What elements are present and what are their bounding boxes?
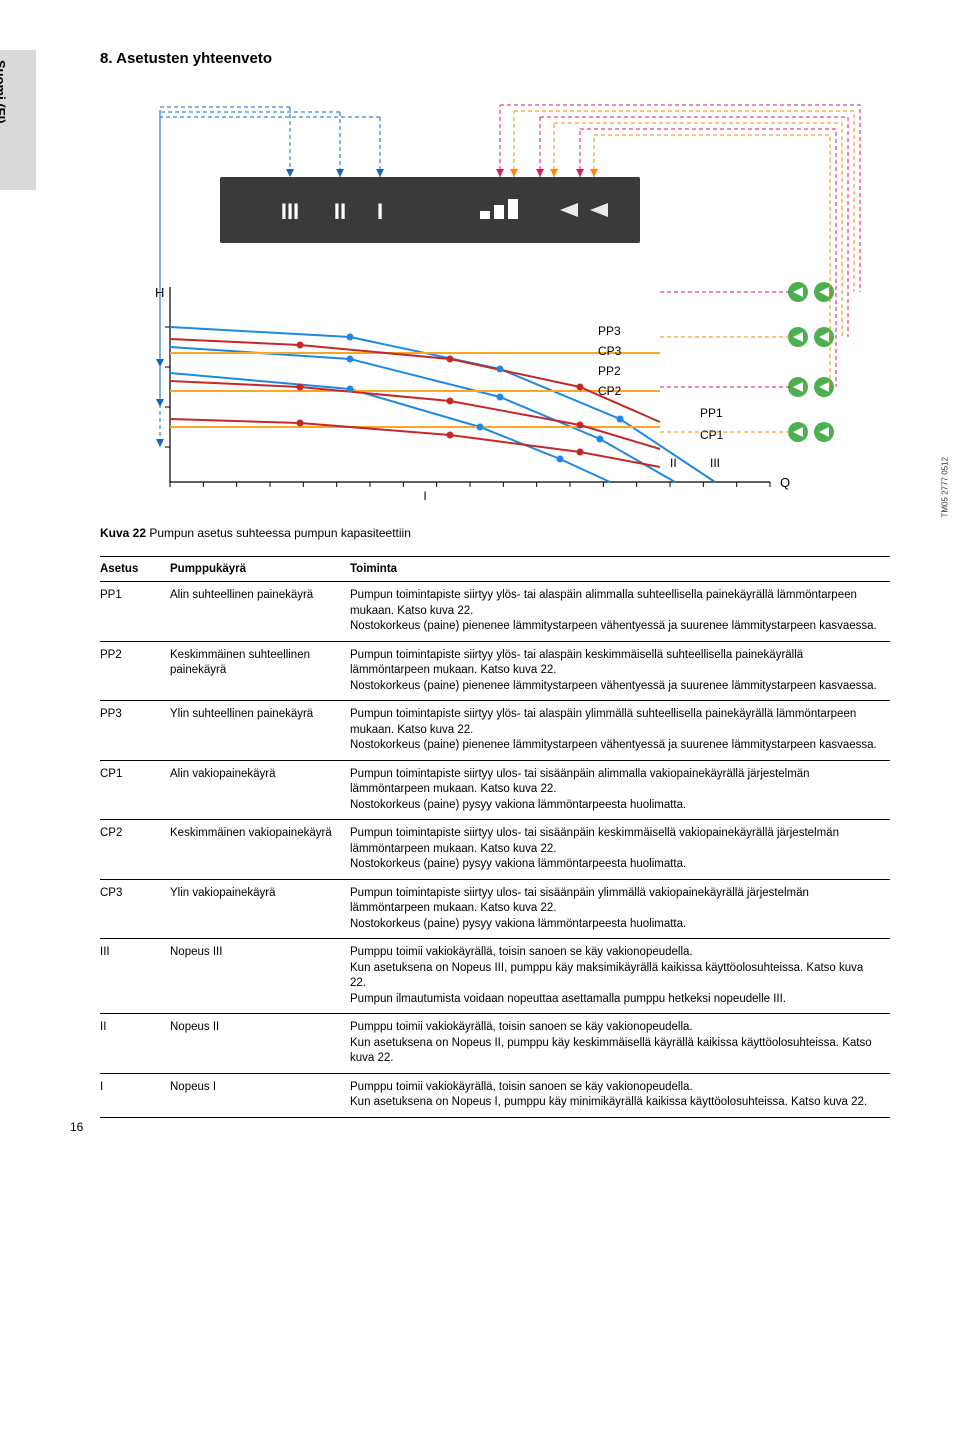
page-number: 16 [70,1120,83,1134]
figure-caption: Kuva 22 Pumpun asetus suhteessa pumpun k… [100,526,890,540]
table-row: IINopeus IIPumppu toimii vakiokäyrällä, … [100,1014,890,1074]
col-header-desc: Toiminta [350,557,890,582]
figure-caption-prefix: Kuva 22 [100,526,146,540]
svg-text:CP2: CP2 [598,384,622,398]
section-title: 8. Asetusten yhteenveto [100,50,890,67]
svg-text:CP1: CP1 [700,428,724,442]
svg-text:III: III [710,456,720,470]
cell-desc: Pumpun toimintapiste siirtyy ulos- tai s… [350,820,890,880]
cell-curve: Keskimmäinen vakiopainekäyrä [170,820,350,880]
col-header-curve: Pumppukäyrä [170,557,350,582]
image-code: TM05 2777 0512 [940,457,949,518]
settings-table: Asetus Pumppukäyrä Toiminta PP1Alin suht… [100,556,890,1118]
svg-text:I: I [423,489,426,503]
table-row: CP3Ylin vakiopainekäyräPumpun toimintapi… [100,879,890,939]
svg-text:PP1: PP1 [700,406,723,420]
col-header-setting: Asetus [100,557,170,582]
cell-desc: Pumppu toimii vakiokäyrällä, toisin sano… [350,939,890,1014]
cell-setting: III [100,939,170,1014]
svg-text:II: II [670,456,677,470]
cell-desc: Pumpun toimintapiste siirtyy ulos- tai s… [350,879,890,939]
cell-curve: Alin vakiopainekäyrä [170,760,350,820]
table-row: PP1Alin suhteellinen painekäyräPumpun to… [100,582,890,642]
cell-curve: Ylin vakiopainekäyrä [170,879,350,939]
cell-curve: Nopeus II [170,1014,350,1074]
cell-setting: II [100,1014,170,1074]
svg-text:III: III [281,199,299,224]
pump-chart-svg: IIIIIIHQPP3CP3PP2CP2PP1CP1IIIIII [100,87,890,517]
svg-text:PP3: PP3 [598,324,621,338]
svg-text:CP3: CP3 [598,344,622,358]
cell-desc: Pumpun toimintapiste siirtyy ylös- tai a… [350,701,890,761]
cell-desc: Pumppu toimii vakiokäyrällä, toisin sano… [350,1014,890,1074]
cell-setting: CP3 [100,879,170,939]
cell-desc: Pumpun toimintapiste siirtyy ylös- tai a… [350,582,890,642]
table-row: CP2Keskimmäinen vakiopainekäyräPumpun to… [100,820,890,880]
page-content: 8. Asetusten yhteenveto IIIIIIHQPP3CP3PP… [0,0,960,1158]
cell-desc: Pumpun toimintapiste siirtyy ylös- tai a… [350,641,890,701]
svg-text:Q: Q [780,475,790,490]
svg-text:II: II [334,199,346,224]
svg-text:PP2: PP2 [598,364,621,378]
cell-setting: PP1 [100,582,170,642]
figure-caption-text: Pumpun asetus suhteessa pumpun kapasitee… [149,526,411,540]
side-language-label: Suomi (FI) [0,60,8,124]
cell-setting: CP1 [100,760,170,820]
cell-curve: Nopeus I [170,1073,350,1117]
table-row: PP2Keskimmäinen suhteellinen painekäyräP… [100,641,890,701]
cell-setting: PP2 [100,641,170,701]
cell-curve: Nopeus III [170,939,350,1014]
cell-desc: Pumppu toimii vakiokäyrällä, toisin sano… [350,1073,890,1117]
table-row: PP3Ylin suhteellinen painekäyräPumpun to… [100,701,890,761]
svg-text:I: I [377,199,383,224]
figure: IIIIIIHQPP3CP3PP2CP2PP1CP1IIIIII TM05 27… [100,87,890,540]
cell-setting: CP2 [100,820,170,880]
table-row: INopeus IPumppu toimii vakiokäyrällä, to… [100,1073,890,1117]
table-row: IIINopeus IIIPumppu toimii vakiokäyrällä… [100,939,890,1014]
cell-setting: PP3 [100,701,170,761]
cell-curve: Keskimmäinen suhteellinen painekäyrä [170,641,350,701]
cell-desc: Pumpun toimintapiste siirtyy ulos- tai s… [350,760,890,820]
cell-curve: Ylin suhteellinen painekäyrä [170,701,350,761]
cell-setting: I [100,1073,170,1117]
table-row: CP1Alin vakiopainekäyräPumpun toimintapi… [100,760,890,820]
cell-curve: Alin suhteellinen painekäyrä [170,582,350,642]
